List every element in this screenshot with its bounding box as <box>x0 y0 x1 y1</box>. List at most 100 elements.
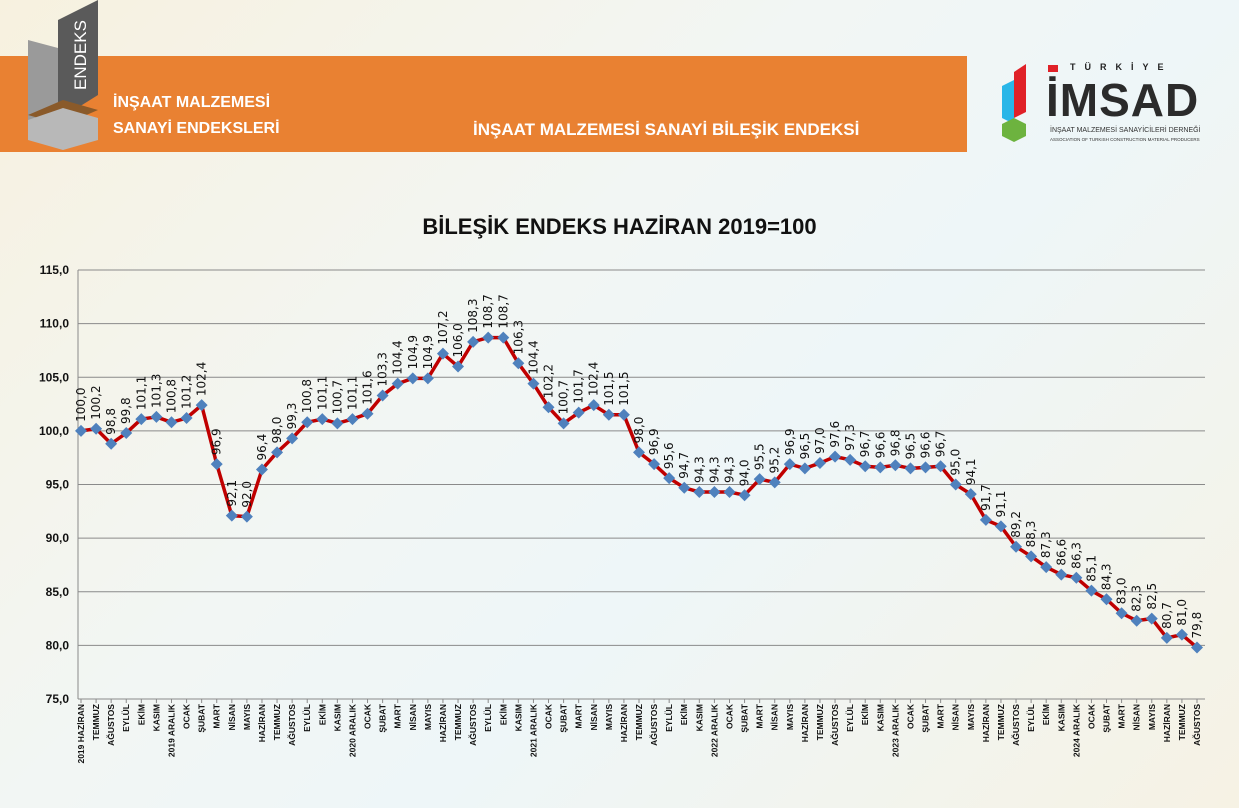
data-label: 108,7 <box>481 294 495 328</box>
data-point <box>497 331 510 344</box>
x-tick-label: HAZİRAN <box>800 704 810 742</box>
x-tick-label: HAZİRAN <box>619 704 629 742</box>
data-label: 104,4 <box>526 340 540 374</box>
data-point <box>225 509 238 522</box>
data-point <box>482 331 495 344</box>
data-label: 96,7 <box>934 431 948 458</box>
data-point <box>240 510 253 523</box>
data-label: 98,0 <box>632 417 646 444</box>
data-point <box>286 432 299 445</box>
imsad-subtitle: İNŞAAT MALZEMESİ SANAYİCİLERİ DERNEĞİ <box>1050 127 1201 134</box>
y-tick-label: 95,0 <box>46 478 70 492</box>
x-tick-label: MART <box>393 703 403 728</box>
x-tick-label: EKİM <box>679 704 689 725</box>
x-tick-label: MART <box>574 703 584 728</box>
x-tick-label: 2020 ARALIK <box>347 703 357 757</box>
x-tick-label: KASIM <box>332 704 342 731</box>
x-tick-label: 2022 ARALIK <box>709 703 719 757</box>
data-label: 92,0 <box>240 481 254 508</box>
x-tick-label: NİSAN <box>1132 704 1142 730</box>
x-tick-label: TEMMUZ <box>996 704 1006 740</box>
x-tick-label: KASIM <box>1056 704 1066 731</box>
data-label: 94,3 <box>722 456 736 483</box>
data-point <box>75 424 87 437</box>
data-label: 100,7 <box>557 380 571 414</box>
data-point <box>1100 593 1113 606</box>
data-label: 94,3 <box>707 456 721 483</box>
data-point <box>919 461 932 474</box>
x-tick-label: 2023 ARALIK <box>890 703 900 757</box>
data-point <box>512 357 525 370</box>
x-tick-label: EKİM <box>498 704 508 725</box>
x-tick-label: KASIM <box>151 704 161 731</box>
x-tick-label: TEMMUZ <box>91 704 101 740</box>
y-tick-label: 80,0 <box>46 638 70 652</box>
x-tick-label: ŞUBAT <box>740 703 750 732</box>
x-tick-label: AĞUSTOS <box>467 704 478 746</box>
x-tick-label: MAYIS <box>785 704 795 730</box>
x-tick-label: NİSAN <box>227 704 237 730</box>
data-point <box>1130 614 1143 627</box>
data-point <box>994 520 1007 533</box>
data-label: 86,6 <box>1054 539 1068 566</box>
data-point <box>376 389 389 402</box>
data-point <box>1191 641 1203 654</box>
data-point <box>331 417 344 430</box>
data-label: 88,3 <box>1024 521 1038 548</box>
data-point <box>1160 631 1173 644</box>
data-label: 101,3 <box>149 374 163 408</box>
x-tick-label: MART <box>212 703 222 728</box>
left-title-line1: İNŞAAT MALZEMESİ <box>113 94 271 111</box>
x-tick-label: ŞUBAT <box>197 703 207 732</box>
data-point <box>301 416 314 429</box>
data-point <box>406 372 419 385</box>
x-tick-label: TEMMUZ <box>815 704 825 740</box>
data-label: 96,7 <box>858 431 872 458</box>
x-tick-label: MART <box>755 703 765 728</box>
data-label: 83,0 <box>1115 577 1129 604</box>
x-tick-label: MAYIS <box>604 704 614 730</box>
data-point <box>105 437 118 450</box>
data-point <box>346 413 359 426</box>
x-tick-label: ŞUBAT <box>559 703 569 732</box>
imsad-logo-icon <box>1002 64 1058 142</box>
data-point <box>316 413 329 426</box>
data-label: 95,5 <box>753 443 767 470</box>
data-point <box>1010 540 1023 553</box>
data-label: 101,7 <box>572 369 586 403</box>
data-point <box>602 408 615 421</box>
x-tick-label: AĞUSTOS <box>286 704 297 746</box>
band-right-title: İNŞAAT MALZEMESİ SANAYİ BİLEŞİK ENDEKSİ <box>473 120 860 139</box>
data-label: 100,2 <box>89 385 103 419</box>
data-label: 108,7 <box>496 294 510 328</box>
data-label: 101,6 <box>361 370 375 404</box>
data-label: 80,7 <box>1160 602 1174 629</box>
data-label: 104,9 <box>421 335 435 369</box>
data-point <box>527 377 540 390</box>
data-label: 99,3 <box>285 403 299 430</box>
x-tick-label: EYLÜL <box>1026 704 1036 732</box>
y-tick-label: 100,0 <box>39 424 69 438</box>
data-point <box>693 486 706 499</box>
x-tick-label: TEMMUZ <box>634 704 644 740</box>
x-tick-label: MAYIS <box>423 704 433 730</box>
data-point <box>738 489 751 502</box>
data-label: 96,6 <box>919 432 933 459</box>
x-tick-label: KASIM <box>513 704 523 731</box>
data-label: 98,0 <box>270 417 284 444</box>
left-title-line2: SANAYİ ENDEKSLERİ <box>113 120 280 137</box>
data-point <box>648 458 661 471</box>
data-label: 98,8 <box>104 408 118 435</box>
data-point <box>587 399 600 412</box>
data-point <box>753 473 766 486</box>
x-tick-label: NİSAN <box>408 704 418 730</box>
x-tick-label: ŞUBAT <box>921 703 931 732</box>
data-label: 94,1 <box>964 458 978 485</box>
x-tick-label: AĞUSTOS <box>648 704 659 746</box>
data-label: 102,2 <box>542 364 556 398</box>
data-label: 100,0 <box>74 388 88 422</box>
data-point <box>633 446 645 459</box>
data-label: 101,1 <box>315 376 329 410</box>
x-tick-label: MAYIS <box>242 704 252 730</box>
